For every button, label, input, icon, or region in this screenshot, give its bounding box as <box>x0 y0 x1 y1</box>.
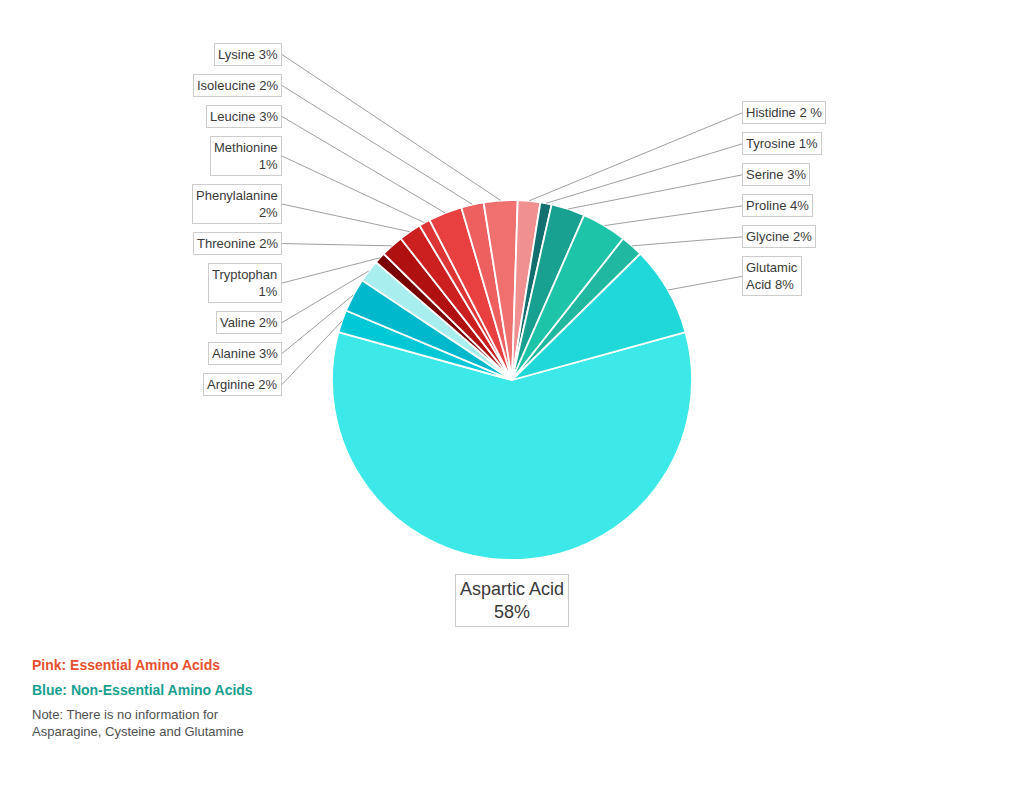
svg-text:Proline 4%: Proline 4% <box>746 198 809 213</box>
svg-text:Phenylalanine2%: Phenylalanine2% <box>196 188 278 220</box>
svg-text:Histidine 2 %: Histidine 2 % <box>746 105 822 120</box>
svg-text:Methionine1%: Methionine1% <box>214 140 278 172</box>
svg-text:Blue: Non-Essential Amino Acid: Blue: Non-Essential Amino Acids <box>32 682 253 698</box>
svg-text:GlutamicAcid 8%: GlutamicAcid 8% <box>746 260 798 292</box>
svg-text:Tyrosine 1%: Tyrosine 1% <box>746 136 818 151</box>
svg-text:Glycine 2%: Glycine 2% <box>746 229 812 244</box>
svg-text:Pink: Essential Amino Acids: Pink: Essential Amino Acids <box>32 657 220 673</box>
svg-text:Lysine 3%: Lysine 3% <box>218 47 278 62</box>
svg-text:Valine 2%: Valine 2% <box>220 315 278 330</box>
svg-text:Threonine 2%: Threonine 2% <box>197 236 278 251</box>
svg-text:Serine 3%: Serine 3% <box>746 167 806 182</box>
svg-text:Alanine 3%: Alanine 3% <box>212 346 278 361</box>
svg-text:Arginine 2%: Arginine 2% <box>207 377 278 392</box>
svg-text:Isoleucine 2%: Isoleucine 2% <box>197 78 278 93</box>
svg-text:Leucine 3%: Leucine 3% <box>210 109 278 124</box>
svg-text:Tryptophan1%: Tryptophan1% <box>212 267 278 299</box>
svg-text:Aspartic Acid58%: Aspartic Acid58% <box>460 579 564 622</box>
svg-text:Note: There is no information: Note: There is no information forAsparag… <box>32 707 244 739</box>
